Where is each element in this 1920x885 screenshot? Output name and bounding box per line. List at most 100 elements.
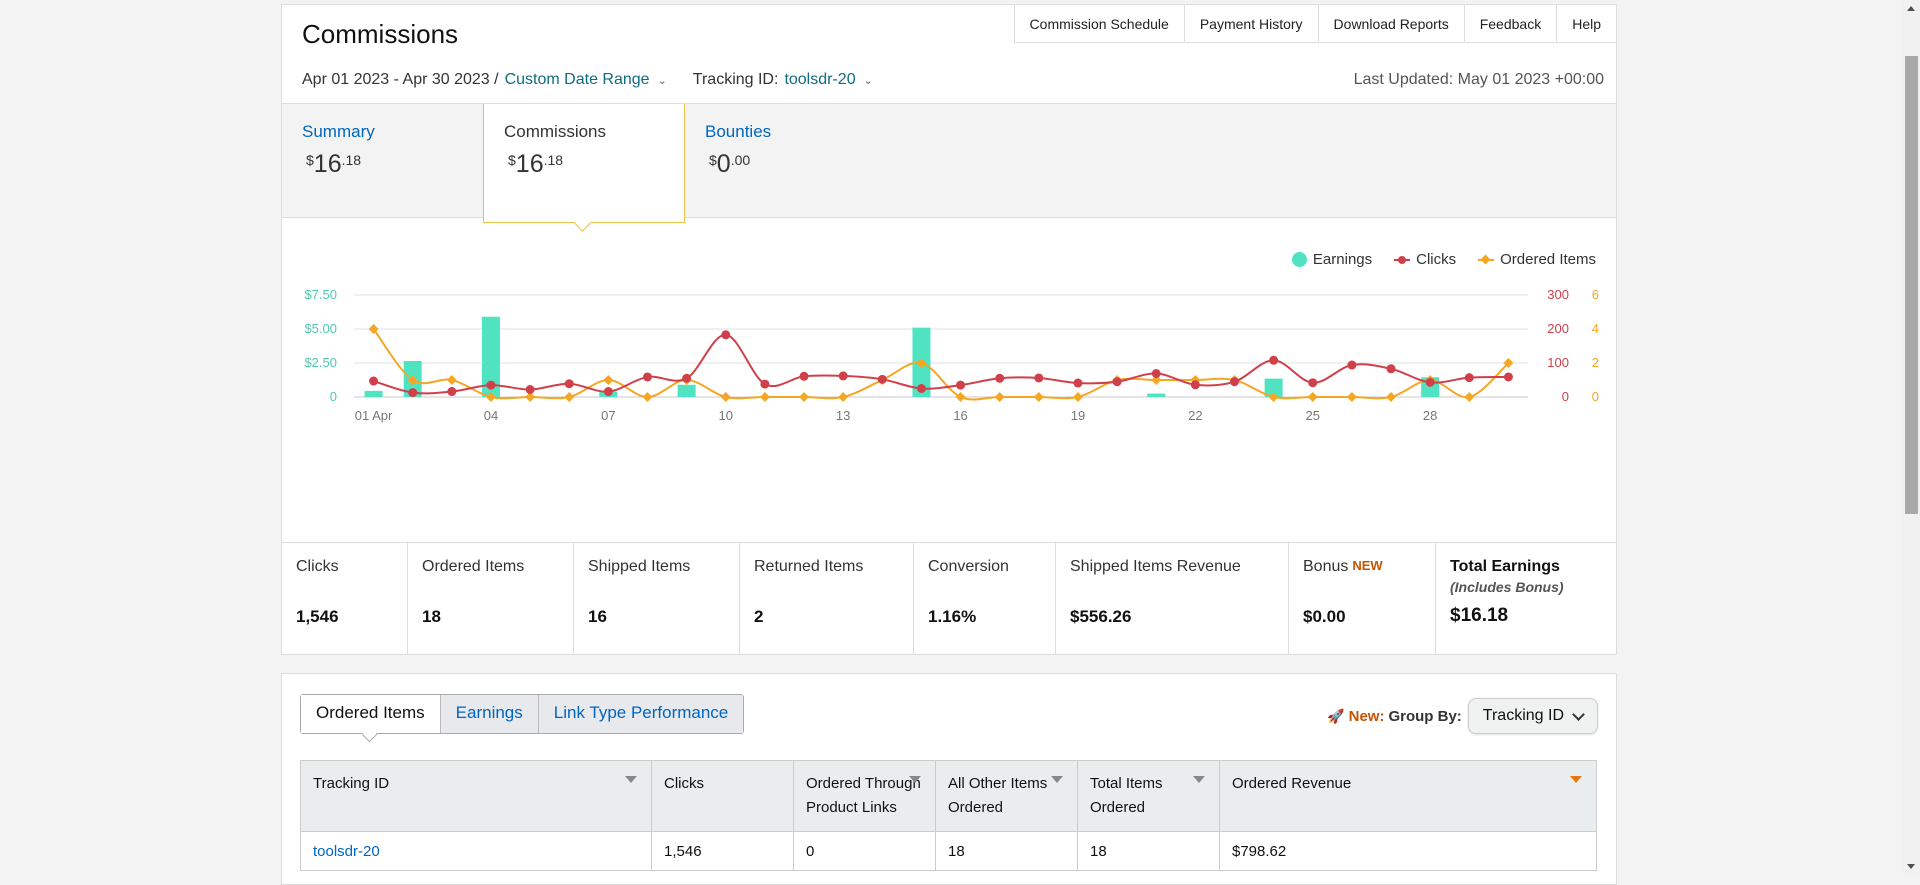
stat-shipped-items: Shipped Items 16: [574, 543, 740, 655]
ordered-items-point: [916, 358, 927, 368]
legend-earnings[interactable]: Earnings: [1291, 251, 1372, 268]
sort-desc-icon[interactable]: [1570, 776, 1582, 783]
x-tick-label: 13: [836, 408, 850, 423]
y-left-tick-label: $5.00: [304, 321, 337, 336]
column-label: Clicks: [664, 775, 704, 792]
download-reports-link[interactable]: Download Reports: [1317, 5, 1464, 43]
legend-ordered-items[interactable]: Ordered Items: [1478, 251, 1596, 268]
tab-summary-label[interactable]: Summary: [302, 122, 375, 141]
amount-whole: 16: [515, 150, 544, 178]
y-right-clicks-tick-label: 300: [1547, 287, 1569, 302]
ordered-items-point: [799, 392, 809, 402]
tab-summary[interactable]: Summary $16.18: [282, 104, 482, 217]
amount-cents: .18: [543, 152, 564, 168]
tab-link-type-performance[interactable]: Link Type Performance: [537, 695, 744, 733]
column-label: Ordered Through Product Links: [806, 775, 921, 816]
col-tracking-id[interactable]: Tracking ID: [300, 760, 652, 832]
tab-earnings[interactable]: Earnings: [439, 695, 538, 733]
stat-label: Shipped Items Revenue: [1070, 558, 1241, 575]
col-total-items[interactable]: Total Items Ordered: [1077, 760, 1220, 832]
col-ordered-revenue[interactable]: Ordered Revenue: [1219, 760, 1597, 832]
x-tick-label: 10: [719, 408, 733, 423]
tab-commissions-label[interactable]: Commissions: [504, 122, 607, 141]
currency-symbol: $: [508, 152, 516, 168]
group-by: 🚀 New: Group By: Tracking ID: [1327, 698, 1598, 734]
clicks-point: [1151, 369, 1161, 379]
clicks-point: [799, 371, 809, 381]
ordered-items-point: [1464, 392, 1475, 402]
col-ordered-through-product-links[interactable]: Ordered Through Product Links: [793, 760, 936, 832]
clicks-point: [1308, 378, 1318, 388]
ordered-diamond-icon: [1478, 258, 1495, 261]
clicks-point: [1464, 373, 1474, 383]
column-label: Ordered Revenue: [1232, 775, 1352, 792]
clicks-point: [1269, 355, 1279, 365]
tab-commissions[interactable]: Commissions $16.18: [483, 104, 685, 223]
col-all-other-items[interactable]: All Other Items Ordered: [935, 760, 1078, 832]
page-scrollbar[interactable]: [1903, 0, 1920, 875]
clicks-point: [1230, 377, 1239, 387]
stat-value: $556.26: [1070, 607, 1132, 626]
filter-row: Apr 01 2023 - Apr 30 2023 / Custom Date …: [302, 71, 873, 89]
stat-conversion: Conversion 1.16%: [914, 543, 1056, 655]
sort-icon[interactable]: [1193, 776, 1205, 783]
legend-clicks[interactable]: Clicks: [1394, 251, 1456, 268]
commission-schedule-link[interactable]: Commission Schedule: [1013, 5, 1184, 43]
scroll-up-icon[interactable]: [1907, 6, 1915, 11]
x-tick-label: 16: [953, 408, 967, 423]
stat-label: Total Earnings (Includes Bonus): [1450, 558, 1564, 595]
tab-bounties-label[interactable]: Bounties: [705, 122, 772, 141]
sort-icon[interactable]: [625, 776, 637, 783]
report-table: Tracking ID Clicks Ordered Through Produ…: [300, 760, 1597, 871]
page-title: Commissions: [302, 19, 459, 49]
scroll-down-icon[interactable]: [1907, 864, 1915, 869]
currency-symbol: $: [306, 152, 314, 168]
stat-ordered-items: Ordered Items 18: [408, 543, 574, 655]
sort-icon[interactable]: [1051, 776, 1063, 783]
ordered-items-point: [955, 392, 966, 402]
total-earnings-label: Total Earnings: [1450, 558, 1560, 575]
tracking-id-dropdown[interactable]: toolsdr-20: [784, 71, 856, 88]
scrollbar-thumb[interactable]: [1905, 56, 1918, 514]
tracking-id-cell[interactable]: toolsdr-20: [300, 831, 652, 871]
amount-whole: 16: [313, 150, 342, 178]
group-by-select[interactable]: Tracking ID: [1467, 698, 1598, 734]
clicks-point: [760, 379, 770, 389]
stat-shipped-revenue: Shipped Items Revenue $556.26: [1056, 543, 1289, 655]
table-cell: 18: [1077, 831, 1220, 871]
clicks-point: [1503, 372, 1513, 382]
sort-icon[interactable]: [909, 776, 921, 783]
y-left-tick-label: $7.50: [304, 287, 337, 302]
top-nav: Commission Schedule Payment History Down…: [1013, 5, 1616, 43]
stat-clicks: Clicks 1,546: [282, 543, 408, 655]
y-right-ordered-tick-label: 6: [1592, 287, 1599, 302]
ordered-items-point: [838, 392, 849, 402]
x-tick-label: 28: [1423, 408, 1437, 423]
y-right-clicks-tick-label: 100: [1547, 355, 1569, 370]
clicks-point: [995, 373, 1005, 383]
y-right-clicks-tick-label: 200: [1547, 321, 1569, 336]
ordered-items-point: [1073, 392, 1083, 402]
commissions-amount: $16.18: [508, 150, 563, 179]
stat-label: Conversion: [928, 558, 1009, 575]
stat-value: 1.16%: [928, 607, 977, 626]
col-clicks[interactable]: Clicks: [651, 760, 794, 832]
payment-history-link[interactable]: Payment History: [1183, 5, 1318, 43]
group-by-label: Group By:: [1388, 707, 1462, 725]
clicks-point: [603, 387, 613, 397]
earnings-chart: 0 0 0 $2.50 100 2 $5.00 200 4 $7.50 300 6 01 Apr 04 07…: [304, 287, 1599, 423]
clicks-point: [682, 373, 692, 383]
custom-date-range-dropdown[interactable]: Custom Date Range: [504, 71, 650, 88]
clicks-point: [838, 371, 848, 381]
tab-bounties[interactable]: Bounties $0.00: [685, 104, 885, 217]
feedback-link[interactable]: Feedback: [1463, 5, 1557, 43]
bounties-amount: $0.00: [709, 150, 750, 179]
ordered-items-point: [994, 392, 1005, 402]
tab-ordered-items[interactable]: Ordered Items: [301, 695, 440, 733]
stat-returned-items: Returned Items 2: [740, 543, 914, 655]
chevron-down-icon[interactable]: ⌄: [863, 74, 873, 87]
help-link[interactable]: Help: [1556, 5, 1616, 43]
stat-value: $0.00: [1303, 607, 1346, 626]
chevron-down-icon[interactable]: ⌄: [657, 74, 667, 87]
date-range-text: Apr 01 2023 - Apr 30 2023 /: [302, 71, 499, 88]
